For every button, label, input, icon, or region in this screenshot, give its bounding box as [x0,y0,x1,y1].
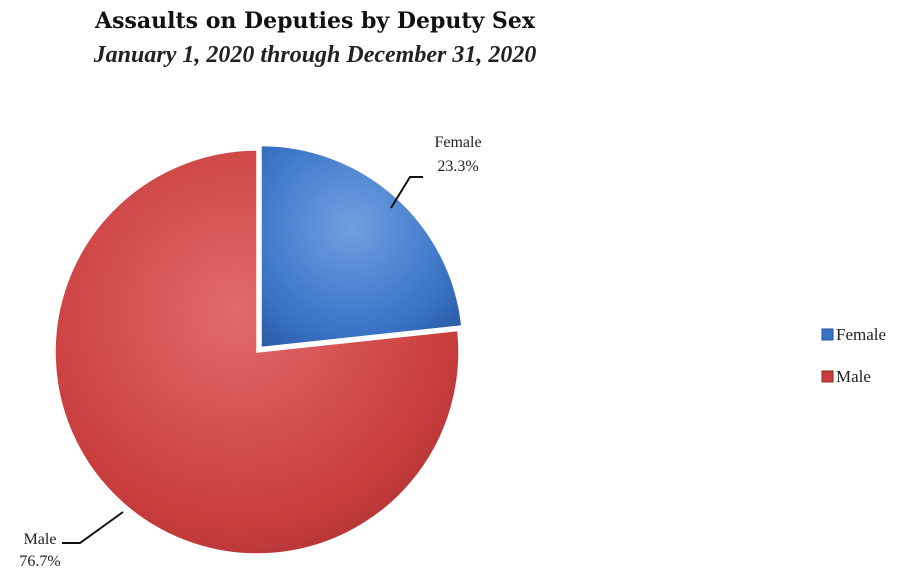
legend-entry-female: Female [821,325,886,344]
data-label-female-name: Female [434,134,481,151]
legend-entry-male: Male [821,367,871,386]
chart-subtitle: January 1, 2020 through December 31, 202… [93,42,537,68]
legend-swatch-female [821,328,834,341]
legend: Female Male [821,325,886,386]
leader-line-female [390,176,423,209]
legend-label-female: Female [836,325,886,344]
data-label-male-name: Male [24,531,57,548]
chart-title: Assaults on Deputies by Deputy Sex [95,8,535,34]
legend-label-male: Male [836,367,871,386]
data-label-male-value: 76.7% [19,553,60,570]
data-label-female-value: 23.3% [437,158,478,175]
leader-line-male [62,511,124,544]
legend-swatch-male [821,370,834,383]
data-label-female: Female 23.3% [434,134,481,175]
pie-slice-female [260,144,463,349]
pie-slice-male [54,149,460,555]
data-label-male: Male 76.7% [19,531,60,570]
pie-slices [54,144,463,555]
